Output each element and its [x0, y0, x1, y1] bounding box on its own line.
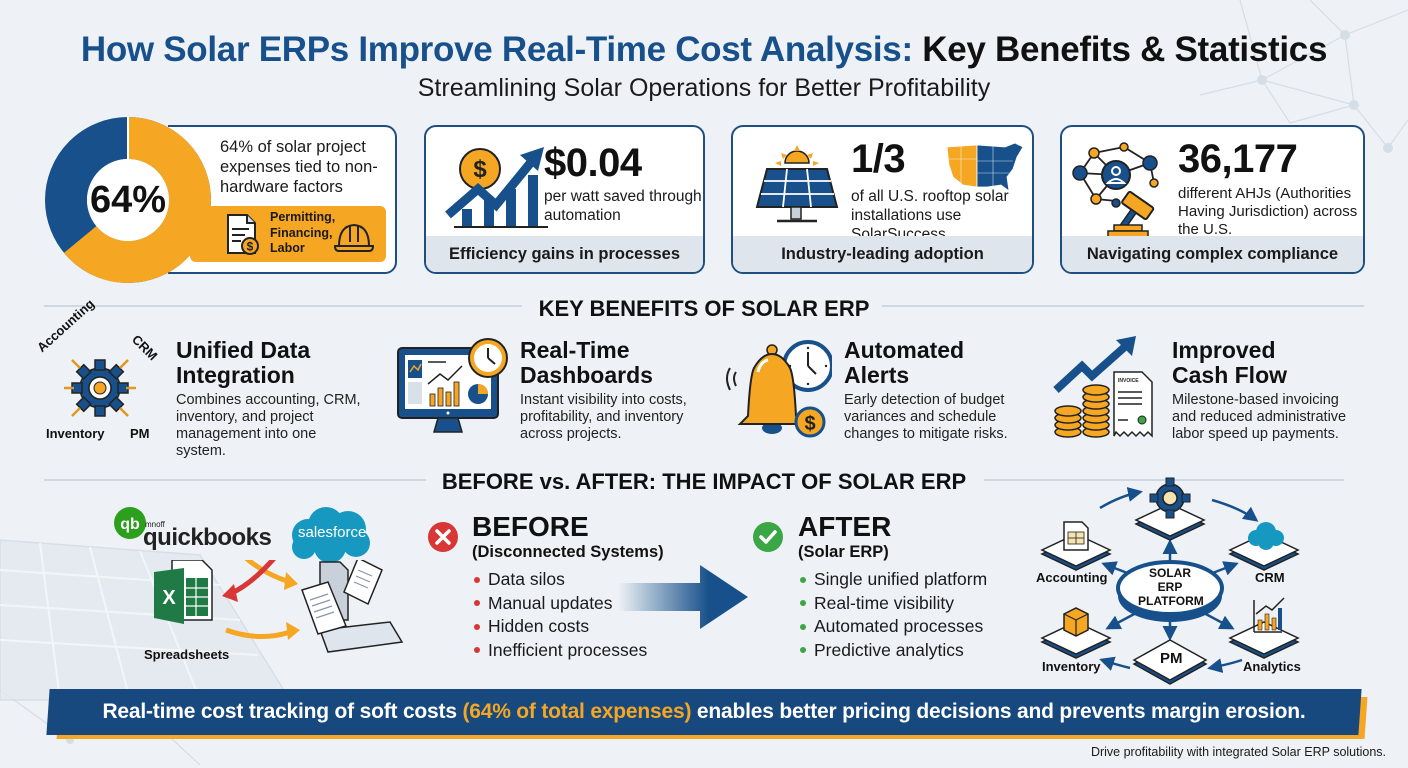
hub-node-inventory: Inventory: [1042, 659, 1101, 674]
salesforce-cloud-icon: [292, 507, 370, 563]
soft-costs-categories: Permitting, Financing, Labor: [270, 210, 336, 255]
salesforce-wordmark: salesforce: [298, 524, 367, 541]
before-title: BEFORE: [472, 511, 589, 542]
footnote: Drive profitability with integrated Sola…: [1090, 745, 1386, 759]
banner-highlight: (64% of total expenses): [462, 700, 692, 723]
page-subtitle: Streamlining Solar Operations for Better…: [417, 74, 991, 102]
hub-node-crm: CRM: [1255, 570, 1285, 585]
before-subtitle: (Disconnected Systems): [472, 543, 664, 561]
erp-hub-diagram: [1040, 477, 1300, 685]
list-item: Real-time visibility: [800, 592, 987, 616]
stat-description: different AHJs (Authorities Having Juris…: [1178, 185, 1358, 238]
divider: [882, 305, 1364, 307]
hub-node-pm: PM: [1160, 650, 1183, 667]
after-list: Single unified platform Real-time visibi…: [800, 568, 987, 662]
benefit-title: Real-Time Dashboards: [520, 337, 653, 388]
benefit-title: Unified Data Integration: [176, 337, 311, 388]
gear-label-pm: PM: [130, 426, 150, 441]
divider: [44, 479, 426, 481]
monitor-dashboard-clock-icon: [397, 338, 508, 433]
disconnected-data-flow-icon: X: [154, 560, 404, 653]
svg-text:$: $: [804, 413, 815, 435]
list-item: Single unified platform: [800, 568, 987, 592]
benefit-title: Improved Cash Flow: [1172, 337, 1288, 388]
divider: [44, 305, 522, 307]
soft-costs-description: 64% of solar project expenses tied to no…: [220, 138, 378, 196]
svg-text:X: X: [162, 587, 176, 609]
hard-hat-icon: [333, 223, 375, 252]
hub-center-label: SOLAR ERP PLATFORM: [1138, 566, 1204, 608]
page-title: How Solar ERPs Improve Real-Time Cost An…: [0, 30, 1408, 70]
after-title: AFTER: [798, 511, 892, 542]
stat-description: per watt saved through automation: [544, 188, 702, 224]
list-item: Predictive analytics: [800, 639, 987, 663]
list-item: Automated processes: [800, 615, 987, 639]
hub-node-analytics: Analytics: [1243, 659, 1301, 674]
solar-panel-icon: [755, 145, 839, 223]
stat-card-ahj-compliance: 36,177 different AHJs (Authorities Havin…: [1060, 125, 1365, 274]
growth-chart-dollar-icon: $: [445, 147, 548, 228]
after-subtitle: (Solar ERP): [798, 543, 889, 561]
hub-node-accounting: Accounting: [1036, 570, 1108, 585]
benefit-description: Early detection of budget variances and …: [844, 392, 1008, 442]
x-circle-icon: [428, 522, 458, 552]
list-item: Data silos: [474, 568, 647, 592]
quickbooks-wordmark: quickbooks: [143, 524, 272, 551]
title-part-dark: Key Benefits & Statistics: [912, 30, 1328, 69]
donut-value: 64%: [89, 178, 167, 221]
svg-text:INVOICE: INVOICE: [1118, 378, 1139, 384]
benefit-description: Combines accounting, CRM, inventory, and…: [176, 392, 361, 459]
svg-text:qb: qb: [120, 516, 140, 533]
quickbooks-small-text: mnoff: [145, 520, 165, 529]
check-circle-icon: [753, 522, 783, 552]
benefit-title: Automated Alerts: [844, 337, 965, 388]
divider: [984, 479, 1344, 481]
spreadsheets-label: Spreadsheets: [144, 647, 230, 662]
quickbooks-logo-icon: qb: [114, 507, 146, 539]
summary-banner-text: Real-time cost tracking of soft costs (6…: [102, 700, 1306, 723]
document-dollar-icon: $: [227, 214, 259, 255]
gear-label-inventory: Inventory: [46, 426, 105, 441]
stat-card-per-watt-savings: $ $0.04 per watt saved through automatio…: [424, 125, 705, 274]
comparison-heading: BEFORE vs. AFTER: THE IMPACT OF SOLAR ER…: [441, 469, 967, 494]
us-map-icon: [946, 142, 1024, 192]
benefit-description: Instant visibility into costs, profitabi…: [520, 392, 687, 442]
svg-text:$: $: [473, 156, 487, 183]
stat-value: $0.04: [544, 141, 642, 185]
gear-integration-icon: [64, 359, 136, 417]
list-item: Manual updates: [474, 592, 647, 616]
donut-chart-64-percent: [45, 116, 211, 283]
arrow-right-icon: [618, 565, 748, 629]
benefit-description: Milestone-based invoicing and reduced ad…: [1172, 392, 1347, 442]
stat-value: 36,177: [1178, 137, 1298, 181]
stat-footer: Efficiency gains in processes: [426, 236, 703, 272]
coins-invoice-arrow-icon: INVOICE: [1053, 336, 1153, 438]
bell-clock-dollar-icon: $: [726, 340, 832, 438]
network-gavel-icon: [1072, 142, 1159, 238]
title-part-blue: How Solar ERPs Improve Real-Time Cost An…: [80, 30, 913, 69]
svg-text:$: $: [247, 240, 254, 254]
stat-footer: Industry-leading adoption: [733, 236, 1032, 272]
list-item: Inefficient processes: [474, 639, 647, 663]
stat-value: 1/3: [851, 137, 906, 181]
list-item: Hidden costs: [474, 615, 647, 639]
stat-card-us-adoption: 1/3 of all U.S. rooftop solar installati…: [731, 125, 1034, 274]
benefits-heading: KEY BENEFITS OF SOLAR ERP: [538, 296, 870, 321]
stat-footer: Navigating complex compliance: [1062, 236, 1363, 272]
before-list: Data silos Manual updates Hidden costs I…: [474, 568, 647, 662]
